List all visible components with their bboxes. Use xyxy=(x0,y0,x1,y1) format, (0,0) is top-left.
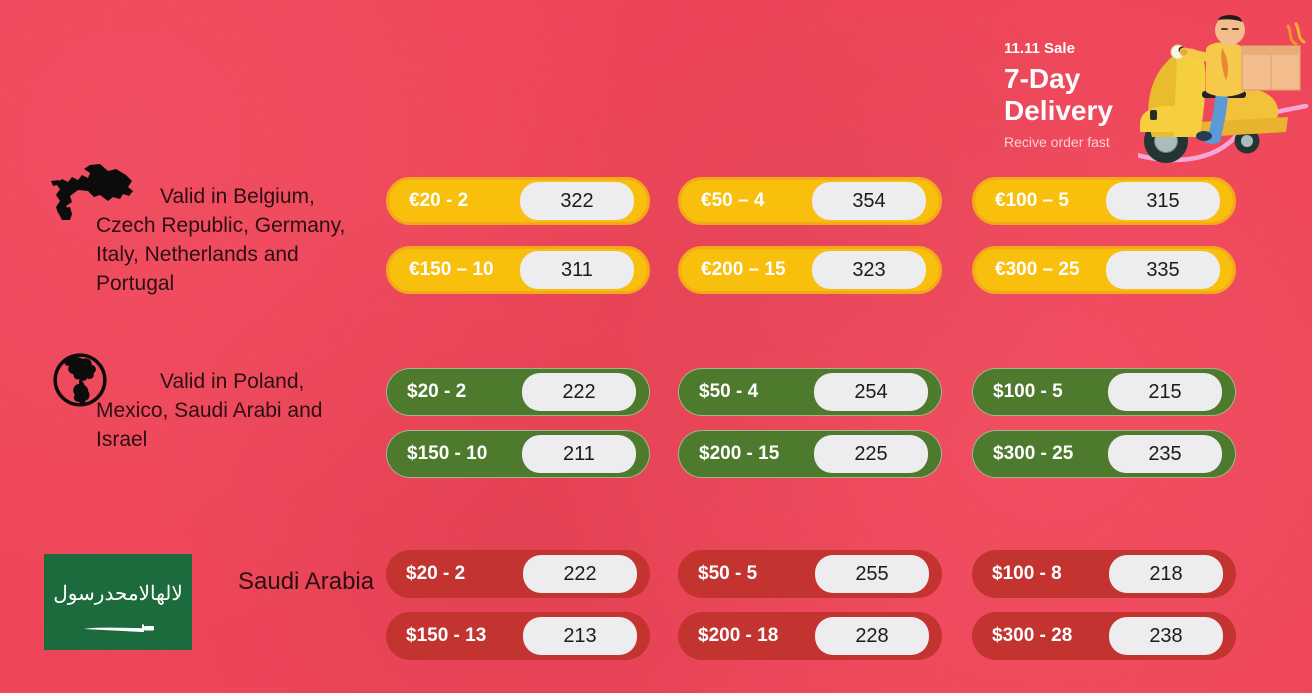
svg-text:لالهالامحدرسول: لالهالامحدرسول xyxy=(53,583,183,605)
